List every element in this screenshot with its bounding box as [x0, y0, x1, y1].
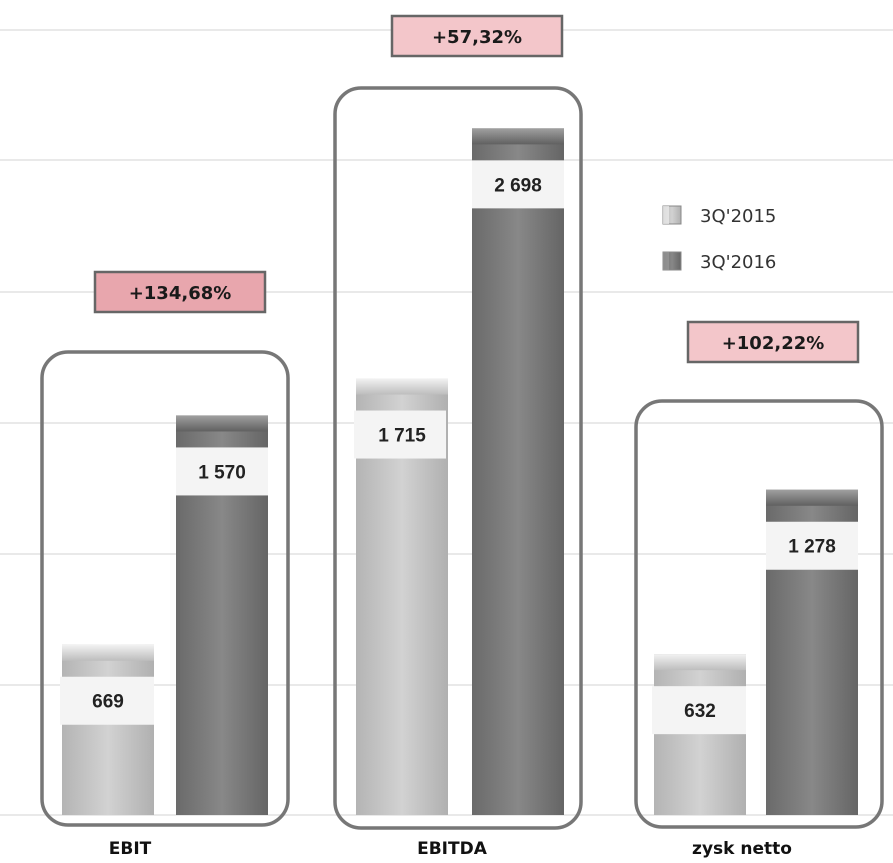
change-badge-text: +102,22%	[722, 333, 825, 354]
legend-item: 3Q'2015	[662, 205, 776, 227]
data-label-bg	[176, 447, 268, 496]
data-label-text: 1 715	[378, 426, 426, 447]
data-label: 1 570	[176, 447, 268, 496]
change-badges: +134,68% +57,32% +102,22%	[93, 14, 860, 364]
bar-cap	[356, 378, 448, 395]
data-label-text: 1 278	[788, 537, 836, 558]
category-box-0	[40, 350, 290, 827]
change-badge: +102,22%	[686, 320, 860, 364]
bar-cap	[472, 128, 564, 145]
data-label: 632	[652, 686, 746, 735]
category-label: EBIT	[109, 839, 152, 859]
category-box-1	[333, 86, 583, 830]
change-badge: +57,32%	[390, 14, 564, 58]
bar-body	[62, 644, 154, 815]
data-label: 1 715	[354, 410, 446, 459]
category-label: zysk netto	[692, 839, 792, 859]
data-label: 669	[60, 676, 154, 725]
legend-item: 3Q'2016	[662, 251, 776, 273]
bar-cap	[62, 644, 154, 661]
data-label-text: 632	[684, 701, 716, 722]
legend: 3Q'2015 3Q'2016	[662, 205, 776, 273]
bar	[654, 654, 746, 815]
category-groups	[40, 86, 884, 830]
data-label: 1 278	[766, 521, 858, 570]
bar-cap	[766, 489, 858, 506]
category-label: EBITDA	[417, 839, 488, 859]
bars	[62, 128, 858, 815]
data-label-text: 669	[92, 692, 124, 713]
data-label-bg	[766, 521, 858, 570]
data-label-bg	[60, 676, 154, 725]
bar	[472, 128, 564, 815]
change-badge-bg	[686, 320, 860, 364]
data-label-bg	[652, 686, 746, 735]
data-label-bg	[472, 160, 564, 209]
data-label-bg	[354, 410, 446, 459]
bar-body	[654, 654, 746, 815]
legend-label: 3Q'2016	[700, 252, 776, 273]
bar-cap	[654, 654, 746, 671]
legend-label: 3Q'2015	[700, 206, 776, 227]
data-label: 2 698	[472, 160, 564, 209]
change-badge-bg	[390, 14, 564, 58]
change-badge-bg	[93, 270, 267, 314]
data-label-text: 2 698	[494, 175, 542, 196]
legend-swatch-highlight	[663, 252, 669, 270]
change-badge-text: +134,68%	[129, 283, 232, 304]
bar	[62, 644, 154, 815]
data-label-text: 1 570	[198, 462, 246, 483]
legend-swatch-highlight	[663, 206, 669, 224]
change-badge: +134,68%	[93, 270, 267, 314]
bar-cap	[176, 415, 268, 432]
category-box-2	[634, 399, 884, 829]
change-badge-text: +57,32%	[432, 27, 522, 48]
bar-body	[472, 128, 564, 815]
data-labels: 669 1 570 EBIT 1 715 2 698 EBITDA 632 1 278 zysk…	[60, 160, 858, 859]
